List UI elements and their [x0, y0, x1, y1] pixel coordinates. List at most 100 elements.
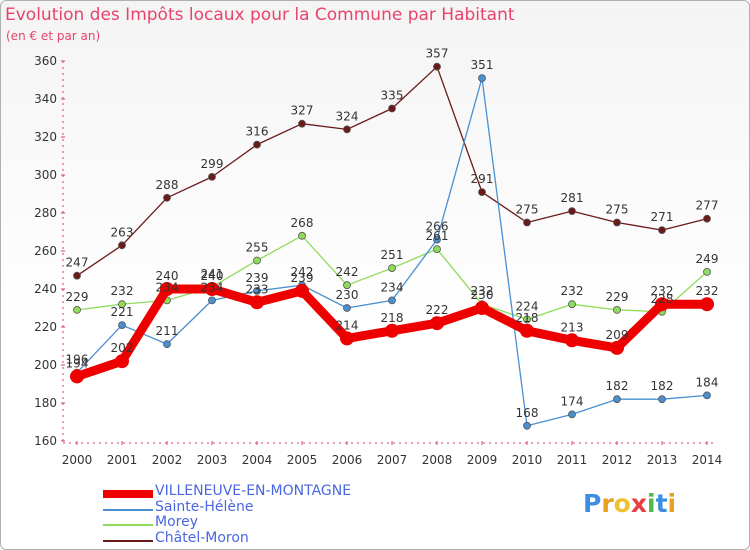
data-label: 316: [246, 125, 269, 139]
y-tick-label: 240: [34, 282, 57, 296]
y-tick-label: 360: [34, 54, 57, 68]
data-label: 184: [696, 375, 719, 389]
data-label: 194: [66, 356, 89, 370]
data-point: [208, 296, 216, 305]
data-label: 249: [696, 252, 719, 266]
data-label: 196: [66, 353, 89, 367]
data-point: [160, 282, 174, 296]
data-point: [253, 256, 261, 265]
chart-title: Evolution des Impôts locaux pour la Comm…: [5, 5, 515, 25]
x-tick-label: 2000: [62, 453, 93, 467]
y-tick-label: 220: [34, 320, 57, 334]
x-tick-label: 2006: [332, 453, 363, 467]
data-label: 242: [291, 265, 314, 279]
data-point: [613, 305, 621, 314]
legend-label: VILLENEUVE-EN-MONTAGNE: [155, 483, 352, 499]
x-tick-label: 2010: [512, 453, 543, 467]
legend-swatch: [103, 490, 153, 498]
logo-letter: i: [647, 489, 656, 518]
data-point: [523, 315, 531, 324]
data-point: [250, 295, 264, 310]
data-label: 168: [516, 406, 539, 420]
data-label: 234: [381, 280, 404, 294]
data-label: 240: [156, 269, 179, 283]
chart-subtitle: (en € et par an): [6, 29, 101, 43]
data-label: 324: [336, 109, 359, 123]
y-tick-label: 200: [34, 358, 57, 372]
data-label: 218: [516, 311, 539, 325]
data-label: 232: [561, 284, 584, 298]
data-point: [118, 300, 126, 309]
y-tick-label: 260: [34, 244, 57, 258]
y-tick-label: 320: [34, 130, 57, 144]
data-label: 232: [471, 284, 494, 298]
y-tick-label: 180: [34, 396, 57, 410]
data-label: 357: [426, 47, 449, 61]
data-label: 221: [111, 305, 134, 319]
data-label: 228: [651, 292, 674, 306]
data-label: 299: [201, 157, 224, 171]
x-tick-label: 2011: [557, 453, 588, 467]
data-label: 229: [606, 290, 629, 304]
data-label: 222: [426, 303, 449, 317]
data-label: 281: [561, 191, 584, 205]
logo-letter: t: [655, 489, 668, 518]
data-point: [253, 140, 261, 149]
data-point: [205, 282, 219, 296]
data-label: 247: [66, 256, 89, 270]
logo-letter: i: [667, 489, 677, 518]
logo-letter: r: [601, 489, 614, 518]
proxiti-logo: Proxiti: [583, 489, 676, 518]
data-label: 230: [471, 288, 494, 302]
x-tick-label: 2004: [242, 453, 273, 467]
data-point: [658, 395, 666, 404]
data-point: [520, 323, 534, 338]
data-point: [568, 410, 576, 419]
data-label: 229: [66, 290, 89, 304]
data-label: 209: [606, 328, 629, 342]
data-point: [658, 226, 666, 235]
data-point: [253, 286, 261, 295]
x-tick-label: 2007: [377, 453, 408, 467]
y-tick-label: 300: [34, 168, 57, 182]
data-label: 239: [291, 271, 314, 285]
data-label: 327: [291, 104, 314, 118]
data-label: 268: [291, 216, 314, 230]
y-tick-label: 280: [34, 206, 57, 220]
data-label: 251: [381, 248, 404, 262]
x-tick-label: 2009: [467, 453, 498, 467]
data-label: 233: [246, 282, 269, 296]
data-point: [523, 421, 531, 430]
data-point: [478, 188, 486, 197]
data-point: [430, 316, 444, 331]
data-point: [118, 321, 126, 330]
x-tick-label: 2003: [197, 453, 228, 467]
legend-swatch: [103, 540, 153, 542]
data-point: [388, 104, 396, 113]
x-tick-label: 2012: [602, 453, 633, 467]
data-point: [388, 296, 396, 305]
data-label: 275: [516, 203, 539, 217]
data-point: [73, 305, 81, 314]
data-point: [163, 193, 171, 202]
data-label: 214: [336, 318, 359, 332]
data-point: [433, 62, 441, 71]
data-point: [73, 271, 81, 280]
x-tick-label: 2014: [692, 453, 723, 467]
data-point: [343, 304, 351, 312]
data-point: [433, 235, 441, 244]
data-point: [388, 264, 396, 273]
data-label: 335: [381, 89, 404, 103]
data-point: [385, 323, 399, 338]
logo-letter: o: [613, 489, 631, 518]
data-label: 224: [516, 299, 539, 313]
data-point: [568, 300, 576, 309]
data-label: 230: [336, 288, 359, 302]
data-label: 271: [651, 210, 674, 224]
data-point: [703, 391, 711, 400]
data-label: 261: [426, 229, 449, 243]
data-point: [298, 119, 306, 128]
data-point: [568, 207, 576, 216]
data-label: 182: [606, 379, 629, 393]
